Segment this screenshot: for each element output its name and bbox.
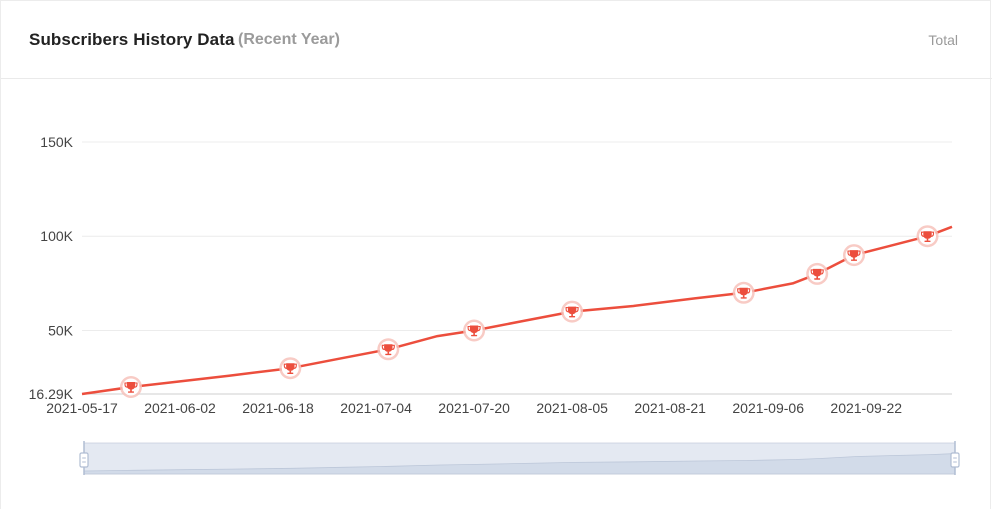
milestone-marker[interactable]	[463, 319, 486, 342]
milestone-markers[interactable]	[120, 225, 939, 398]
milestone-marker[interactable]	[377, 338, 400, 361]
trophy-icon	[920, 231, 935, 242]
trophy-icon	[737, 287, 751, 299]
card-subtitle: (Recent Year)	[238, 31, 340, 48]
y-axis-ticks: 16.29K 50K 100K 150K	[29, 134, 74, 402]
x-tick-label: 2021-09-22	[830, 400, 902, 416]
trophy-icon	[810, 268, 824, 280]
trophy-icon	[467, 325, 481, 337]
trophy-icon	[565, 306, 579, 318]
x-axis-ticks: 2021-05-17 2021-06-02 2021-06-18 2021-07-04…	[46, 400, 902, 416]
x-tick-label: 2021-09-06	[732, 400, 804, 416]
trophy-icon	[847, 250, 861, 261]
milestone-marker[interactable]	[806, 262, 829, 285]
x-tick-label: 2021-07-20	[438, 400, 510, 416]
trophy-icon	[381, 344, 395, 356]
x-tick-label: 2021-05-17	[46, 400, 118, 416]
milestone-marker[interactable]	[279, 357, 302, 380]
x-tick-label: 2021-08-21	[634, 400, 706, 416]
x-tick-label: 2021-06-18	[242, 400, 314, 416]
series-line	[81, 225, 953, 396]
y-tick-label: 100K	[40, 228, 73, 244]
zoom-slider[interactable]	[79, 441, 960, 475]
card-title: Subscribers History Data	[29, 30, 235, 49]
zoom-preview-area	[83, 453, 956, 475]
zoom-handle-left[interactable]	[79, 441, 89, 475]
milestone-marker[interactable]	[916, 225, 939, 248]
milestone-marker[interactable]	[843, 244, 865, 267]
milestone-marker[interactable]	[732, 281, 755, 304]
zoom-handle-right[interactable]	[950, 441, 960, 475]
y-tick-label: 16.29K	[29, 386, 74, 402]
milestone-marker[interactable]	[120, 376, 142, 398]
x-tick-label: 2021-06-02	[144, 400, 216, 416]
zoom-selection[interactable]	[84, 443, 955, 474]
milestone-marker[interactable]	[561, 300, 584, 323]
card-header: Subscribers History Data (Recent Year) T…	[1, 1, 992, 79]
x-tick-label: 2021-08-05	[536, 400, 608, 416]
y-tick-label: 50K	[48, 322, 74, 338]
y-tick-label: 150K	[40, 134, 73, 150]
x-tick-label: 2021-07-04	[340, 400, 412, 416]
grid-lines	[82, 141, 952, 395]
trophy-icon	[124, 382, 138, 393]
total-toggle[interactable]: Total	[928, 32, 958, 48]
trophy-icon	[283, 363, 297, 374]
